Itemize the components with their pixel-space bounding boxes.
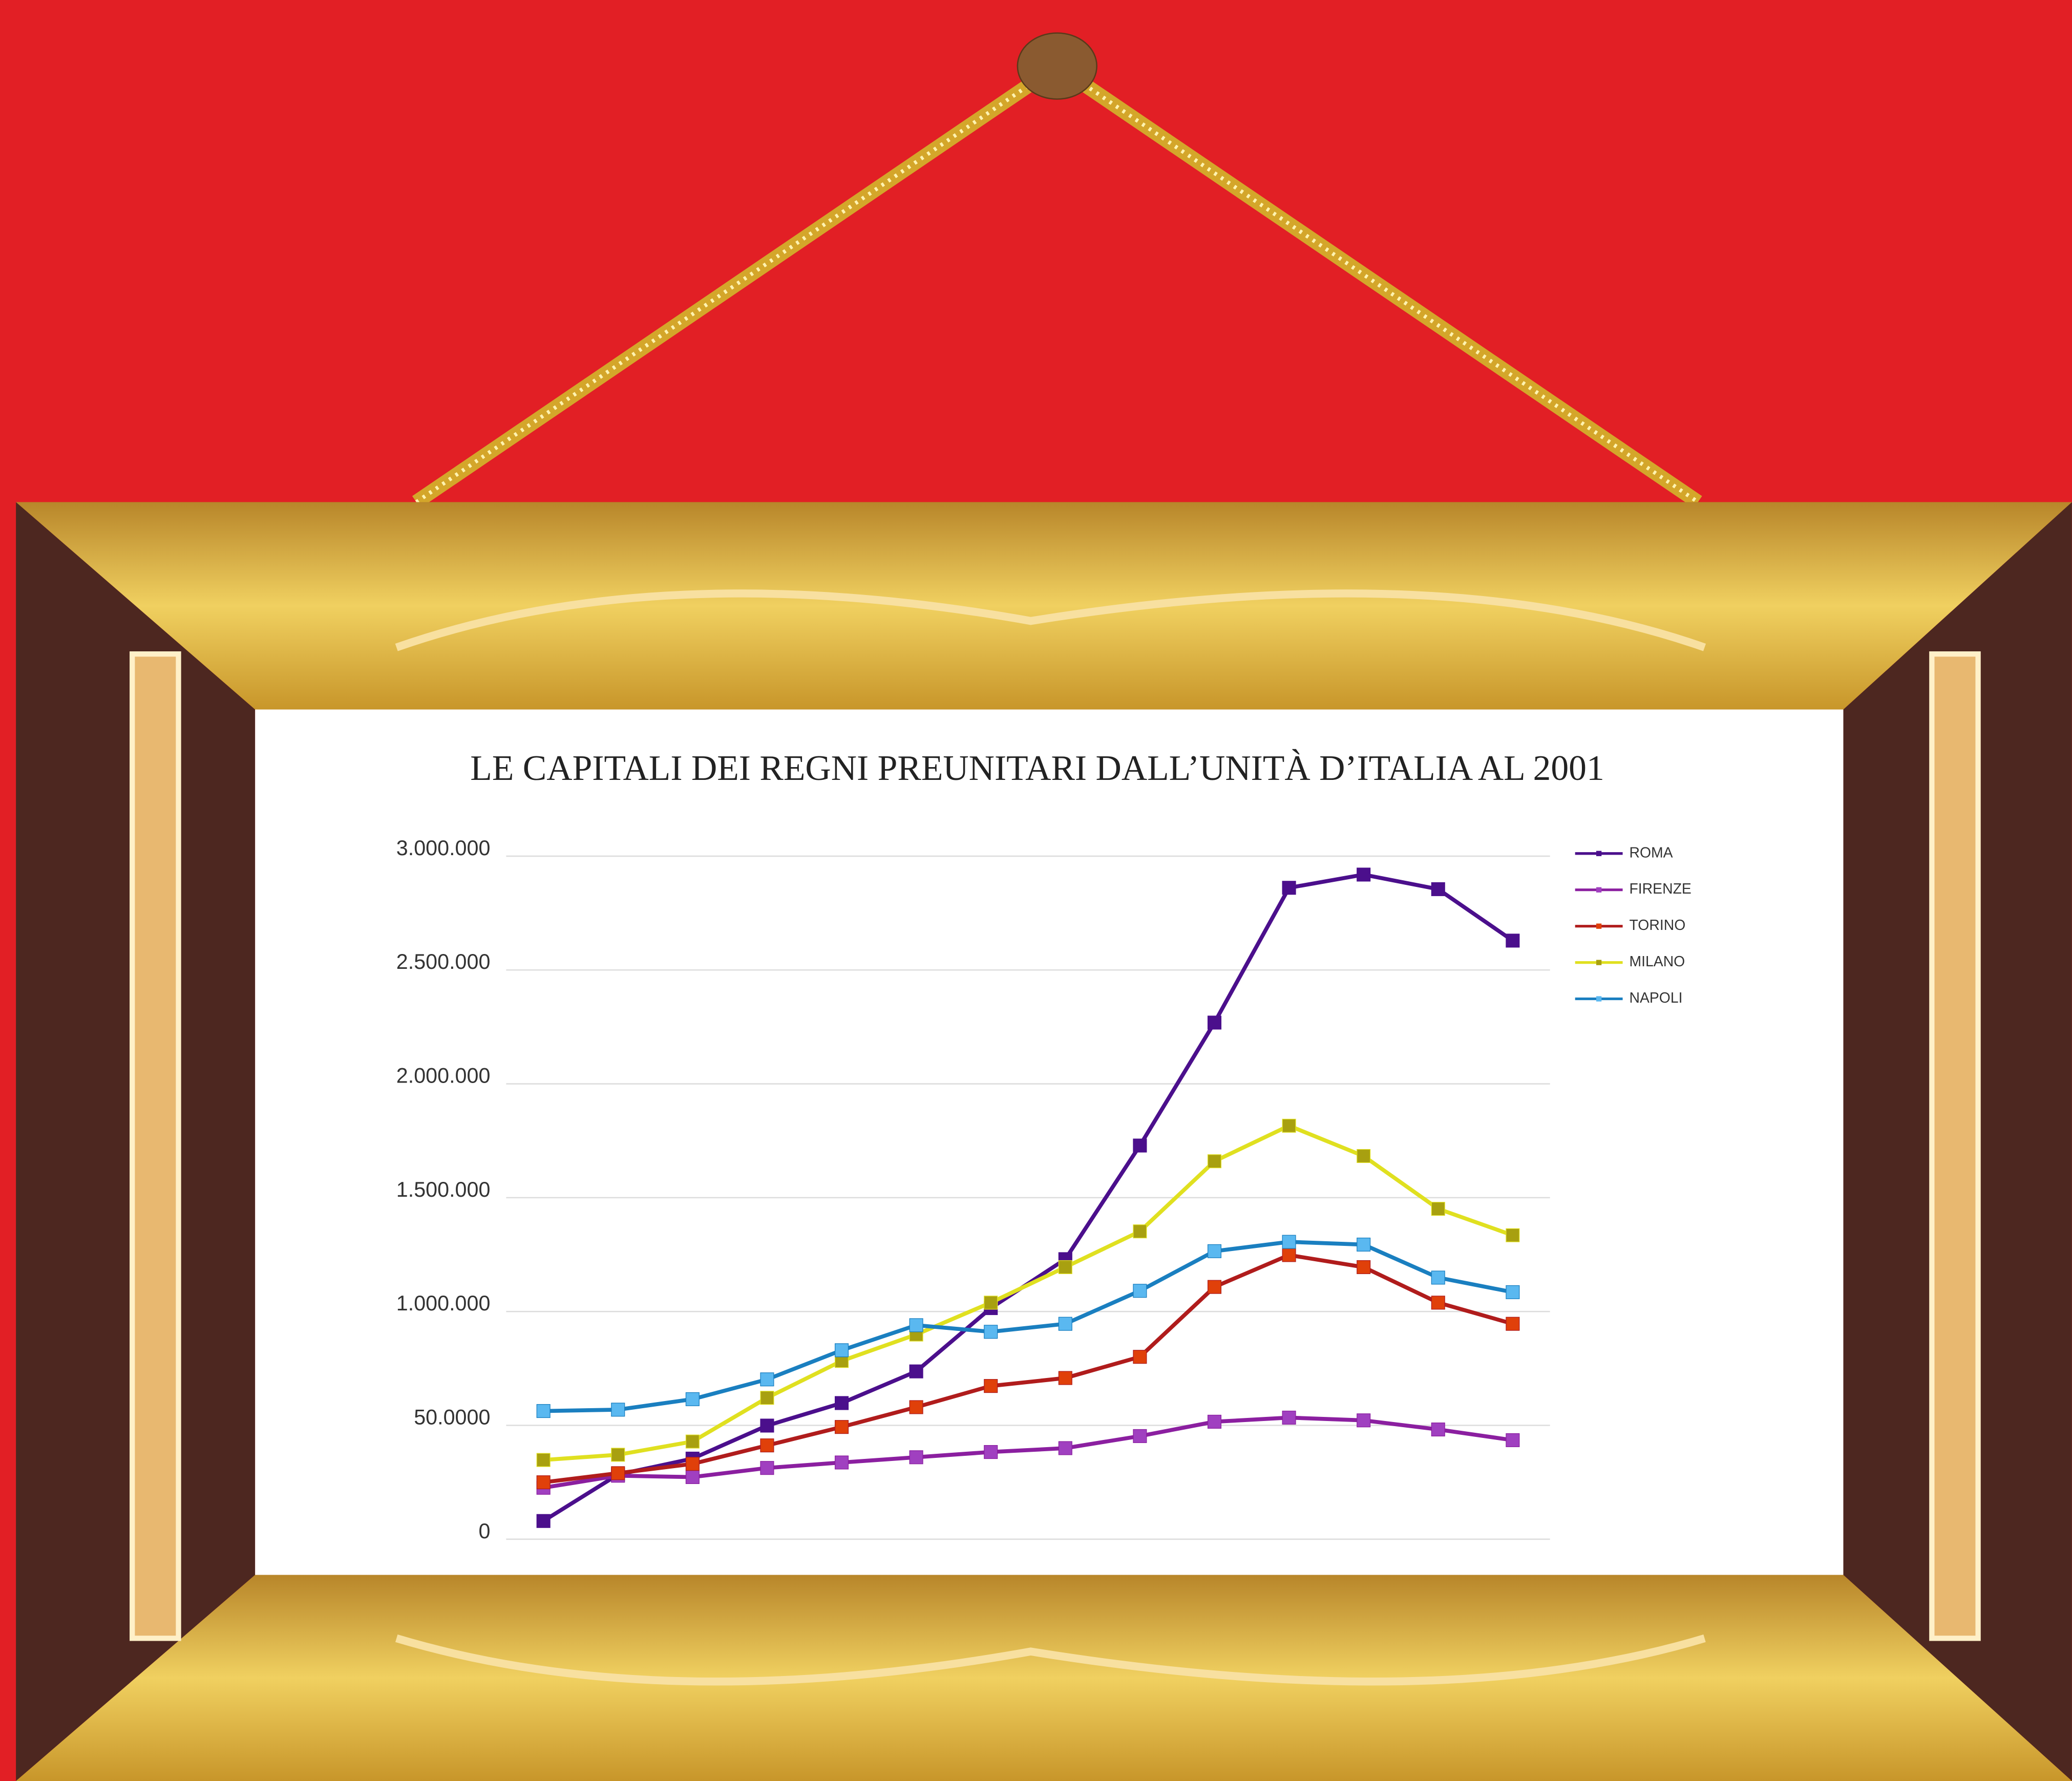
marker <box>1357 1237 1371 1252</box>
marker <box>984 1445 998 1459</box>
marker <box>984 1379 998 1393</box>
chart-title: LE CAPITALI DEI REGNI PREUNITARI DALL’UN… <box>470 749 1604 788</box>
marker <box>1431 1270 1445 1285</box>
marker <box>909 1450 923 1465</box>
marker <box>1357 1149 1371 1163</box>
marker <box>1058 1371 1072 1385</box>
cord-detail <box>1056 64 1699 504</box>
series-line <box>543 1253 1513 1485</box>
series-line <box>543 1415 1513 1490</box>
marker <box>1133 1284 1147 1298</box>
marker <box>536 1514 551 1528</box>
marker <box>1282 1248 1296 1262</box>
marker <box>1207 1244 1222 1258</box>
marker <box>760 1461 774 1475</box>
ornament <box>395 1634 1706 1686</box>
marker <box>685 1434 700 1449</box>
marker <box>760 1391 774 1405</box>
marker <box>909 1318 923 1332</box>
marker <box>760 1438 774 1453</box>
marker <box>1058 1441 1072 1455</box>
marker <box>1357 1260 1371 1275</box>
legend-marker <box>1596 996 1602 1002</box>
marker <box>909 1364 923 1379</box>
marker <box>1282 1410 1296 1425</box>
marker <box>1431 1202 1445 1216</box>
marker <box>611 1403 625 1417</box>
marker <box>984 1325 998 1339</box>
cord-detail <box>415 64 1059 504</box>
series-line <box>543 1123 1514 1462</box>
marker <box>834 1420 849 1434</box>
marker <box>1506 1317 1520 1331</box>
marker <box>984 1296 998 1310</box>
marker <box>1506 934 1520 948</box>
marker <box>1207 1280 1222 1294</box>
marker <box>1431 882 1445 896</box>
marker <box>1133 1138 1147 1153</box>
marker <box>1282 881 1296 895</box>
scroll-rod <box>130 651 181 1641</box>
marker <box>1431 1422 1445 1437</box>
marker <box>1357 867 1371 882</box>
marker <box>1058 1260 1072 1275</box>
marker <box>1357 1413 1371 1428</box>
marker <box>1133 1224 1147 1239</box>
y-tick-label: 0 <box>478 1519 490 1543</box>
marker <box>1058 1317 1072 1331</box>
legend-marker <box>1596 851 1602 856</box>
knob <box>1017 32 1097 100</box>
marker <box>834 1396 849 1410</box>
marker <box>685 1457 700 1471</box>
marker <box>1207 1414 1222 1429</box>
marker <box>1207 1154 1222 1169</box>
marker <box>1207 1015 1222 1030</box>
marker <box>536 1453 551 1467</box>
marker <box>1506 1433 1520 1447</box>
y-tick-label: 1.500.000 <box>396 1178 491 1201</box>
chart-panel <box>255 709 1844 1575</box>
marker <box>1506 1228 1520 1242</box>
y-tick-label: 1.000.000 <box>396 1291 491 1315</box>
plot: 0 50.0000 1.000.000 1.500.000 2.000.000 2.500… <box>396 836 1692 1543</box>
marker <box>834 1455 849 1470</box>
marker <box>536 1475 551 1490</box>
marker <box>1282 1235 1296 1249</box>
y-tick-label: 50.0000 <box>414 1406 490 1429</box>
marker <box>611 1448 625 1462</box>
ornament <box>395 589 1706 651</box>
frame-bottom <box>16 1575 2072 1781</box>
marker <box>760 1372 774 1387</box>
legend-marker <box>1596 960 1602 965</box>
y-tick-label: 3.000.000 <box>396 836 491 860</box>
marker <box>536 1404 551 1418</box>
marker <box>1133 1350 1147 1364</box>
scroll-rod <box>1929 651 1981 1641</box>
series-line <box>543 1240 1513 1413</box>
frame-top <box>16 502 2072 710</box>
marker <box>685 1392 700 1406</box>
marker <box>611 1466 625 1480</box>
legend-label: ROMA <box>1629 844 1673 861</box>
marker <box>1431 1296 1445 1310</box>
marker <box>685 1470 700 1484</box>
legend-label: TORINO <box>1629 917 1685 934</box>
marker <box>909 1400 923 1414</box>
y-tick-label: 2.500.000 <box>396 950 491 973</box>
legend-label: NAPOLI <box>1629 990 1682 1006</box>
marker <box>760 1418 774 1433</box>
marker <box>1506 1285 1520 1299</box>
legend-label: MILANO <box>1629 953 1685 970</box>
y-tick-label: 2.000.000 <box>396 1064 491 1088</box>
marker <box>1133 1429 1147 1443</box>
legend-marker <box>1596 923 1602 929</box>
legend-marker <box>1596 887 1602 893</box>
legend-label: FIRENZE <box>1629 881 1691 897</box>
marker <box>834 1343 849 1358</box>
marker <box>1282 1118 1296 1133</box>
